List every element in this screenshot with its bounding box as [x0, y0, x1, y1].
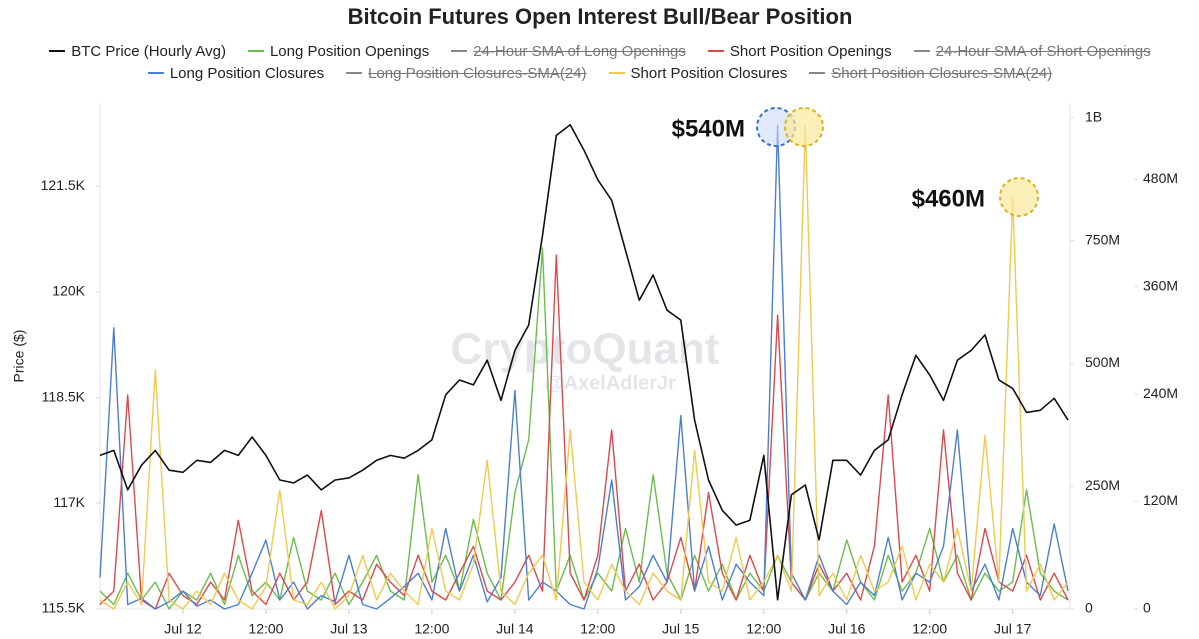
y2-tick-label: 240M: [1143, 385, 1178, 401]
legend-item[interactable]: 24-Hour SMA of Long Openings: [451, 42, 686, 60]
legend-label: 24-Hour SMA of Long Openings: [473, 42, 686, 60]
legend-swatch: [451, 50, 468, 52]
annotation: $460M: [912, 185, 985, 212]
series-line: [99, 124, 1069, 610]
legend-swatch: [346, 72, 363, 74]
y2-tick-label: 360M: [1143, 277, 1178, 293]
y-tick-label: 120K: [52, 283, 85, 299]
legend-swatch: [49, 50, 66, 52]
y2-tick-label: 480M: [1143, 170, 1178, 186]
chart-title: Bitcoin Futures Open Interest Bull/Bear …: [348, 4, 853, 29]
x-tick-label: 12:00: [580, 621, 615, 637]
legend-swatch: [707, 50, 724, 52]
legend: BTC Price (Hourly Avg) Long Position Open…: [40, 42, 1160, 82]
legend-item[interactable]: Short Position Closures: [608, 64, 788, 82]
x-tick-label: Jul 17: [994, 621, 1032, 637]
x-tick-label: Jul 16: [828, 621, 866, 637]
y2-tick-label: 120M: [1143, 492, 1178, 508]
legend-item[interactable]: Long Position Closures: [147, 64, 325, 82]
legend-item[interactable]: Short Position Openings: [707, 42, 892, 60]
series-line: [99, 124, 1069, 601]
legend-item[interactable]: Short Position Closures-SMA(24): [809, 64, 1052, 82]
series-line: [99, 254, 1069, 610]
y3-tick-label: 0: [1085, 600, 1093, 616]
y3-tick-label: 500M: [1085, 354, 1120, 370]
legend-swatch: [608, 72, 625, 74]
x-tick-label: Jul 15: [662, 621, 700, 637]
y-tick-label: 115.5K: [42, 600, 86, 616]
y-axis-label: Price ($): [11, 330, 27, 383]
legend-label: Long Position Closures: [169, 64, 325, 82]
legend-label: Short Position Closures: [630, 64, 788, 82]
highlight-circle: [999, 177, 1039, 217]
x-tick-label: Jul 12: [164, 621, 202, 637]
legend-swatch: [147, 72, 164, 74]
legend-label: Long Position Closures-SMA(24): [368, 64, 587, 82]
y2-tick-label: 0: [1143, 600, 1151, 616]
legend-swatch: [913, 50, 930, 52]
series-line: [99, 124, 1069, 610]
highlight-circle: [784, 107, 824, 147]
y-tick-label: 117K: [53, 494, 85, 510]
legend-label: Long Position Openings: [269, 42, 430, 60]
x-tick-label: Jul 14: [496, 621, 534, 637]
plot-area: [99, 124, 1069, 610]
y-tick-label: 121.5K: [41, 177, 86, 193]
annotation: $540M: [672, 115, 745, 142]
legend-item[interactable]: Long Position Openings: [247, 42, 430, 60]
watermark: CryptoQuant: [451, 325, 720, 374]
legend-swatch: [809, 72, 826, 74]
legend-label: Short Position Openings: [729, 42, 892, 60]
x-tick-label: 12:00: [746, 621, 781, 637]
legend-label: BTC Price (Hourly Avg): [71, 42, 226, 60]
y3-tick-label: 250M: [1085, 477, 1120, 493]
legend-item[interactable]: Long Position Closures-SMA(24): [346, 64, 587, 82]
x-tick-label: Jul 13: [330, 621, 368, 637]
legend-item[interactable]: BTC Price (Hourly Avg): [49, 42, 226, 60]
legend-label: Short Position Closures-SMA(24): [831, 64, 1053, 82]
legend-item[interactable]: 24-Hour SMA of Short Openings: [913, 42, 1151, 60]
y3-tick-label: 1B: [1085, 108, 1102, 124]
x-tick-label: 12:00: [912, 621, 947, 637]
legend-label: 24-Hour SMA of Short Openings: [935, 42, 1151, 60]
legend-swatch: [247, 50, 264, 52]
y3-tick-label: 750M: [1085, 231, 1120, 247]
x-tick-label: 12:00: [414, 621, 449, 637]
x-tick-label: 12:00: [248, 621, 283, 637]
watermark: @AxelAdlerJr: [544, 372, 676, 394]
y-tick-label: 118.5K: [42, 388, 86, 404]
